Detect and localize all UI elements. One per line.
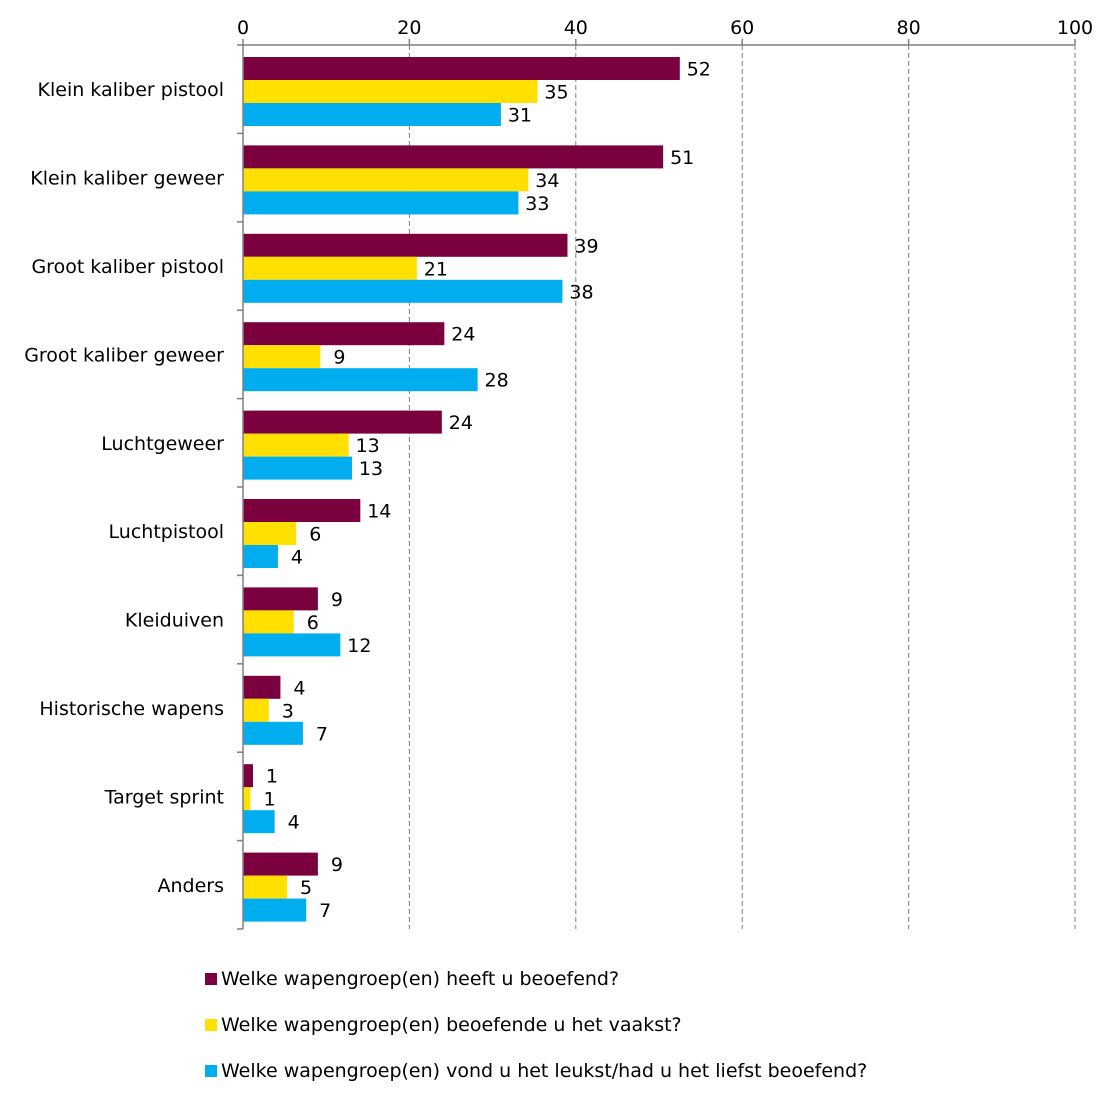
- bar-series-3: [243, 368, 478, 392]
- x-tick-label: 60: [730, 17, 754, 39]
- bar-series-2: [243, 168, 529, 192]
- bar-series-2: [243, 256, 417, 280]
- axes: [237, 39, 1076, 930]
- legend-item: Welke wapengroep(en) beoefende u het vaa…: [205, 1014, 867, 1036]
- x-tick-label: 0: [237, 17, 249, 39]
- data-label: 24: [451, 324, 475, 346]
- data-label: 39: [574, 235, 598, 257]
- bar-series-1: [243, 410, 442, 434]
- bar-series-2: [243, 522, 297, 545]
- category-label: Anders: [158, 875, 225, 897]
- legend-label-series-3: Welke wapengroep(en) vond u het leukst/h…: [221, 1060, 868, 1082]
- bar-series-2: [243, 875, 288, 899]
- x-tick-label: 40: [564, 17, 588, 39]
- category-label: Groot kaliber geweer: [24, 344, 224, 366]
- bar-series-1: [243, 499, 361, 522]
- category-label: Historische wapens: [39, 698, 224, 720]
- data-label: 5: [300, 877, 312, 899]
- bar-series-2: [243, 610, 294, 634]
- category-label: Target sprint: [104, 786, 224, 808]
- bar-series-2: [243, 433, 349, 457]
- bar-series-1: [243, 675, 281, 699]
- bar-chart: 0 20 40 60 80 100 Klein kaliber pistoolKlein …: [24, 17, 1093, 930]
- category-label: Luchtgeweer: [101, 433, 224, 455]
- bar-series-2: [243, 787, 251, 811]
- data-label: 1: [263, 789, 275, 811]
- data-label: 13: [356, 435, 380, 457]
- data-label: 9: [331, 589, 343, 611]
- data-label: 24: [449, 412, 473, 434]
- data-label: 9: [331, 854, 343, 876]
- bar-series-3: [243, 898, 307, 922]
- data-label: 7: [316, 723, 328, 745]
- legend-item: Welke wapengroep(en) vond u het leukst/h…: [205, 1060, 867, 1082]
- category-label: Klein kaliber geweer: [30, 168, 224, 190]
- data-label: 14: [367, 501, 391, 523]
- legend-item: Welke wapengroep(en) heeft u beoefend?: [205, 968, 867, 990]
- bar-series-2: [243, 698, 269, 722]
- legend-swatch-series-1: [205, 973, 217, 985]
- category-labels: Klein kaliber pistool Klein kaliber gewee…: [24, 79, 224, 897]
- bar-series-3: [243, 191, 519, 215]
- data-label: 6: [307, 612, 319, 634]
- gridlines: [408, 45, 1076, 929]
- data-label: 38: [569, 281, 593, 303]
- x-tick-label: 80: [897, 17, 921, 39]
- legend-swatch-series-2: [205, 1019, 217, 1031]
- data-label: 4: [291, 547, 303, 569]
- data-label: 9: [333, 347, 345, 369]
- bar-series-3: [243, 103, 501, 126]
- bar-series-3: [243, 456, 352, 480]
- bar-series-3: [243, 545, 278, 568]
- data-label: 13: [359, 458, 383, 480]
- data-label: 31: [508, 105, 532, 127]
- legend-label-series-1: Welke wapengroep(en) heeft u beoefend?: [221, 968, 620, 990]
- category-label: Klein kaliber pistool: [38, 79, 224, 101]
- bar-series-3: [243, 721, 303, 745]
- data-label: 21: [424, 258, 448, 280]
- data-label: 12: [347, 635, 371, 657]
- legend-label-series-2: Welke wapengroep(en) beoefende u het vaa…: [221, 1014, 682, 1036]
- bar-series-1: [243, 57, 680, 80]
- bar-series-2: [243, 80, 538, 103]
- data-label: 7: [319, 900, 331, 922]
- bar-series-1: [243, 587, 318, 611]
- data-label: 33: [525, 193, 549, 215]
- data-label: 6: [309, 524, 321, 546]
- bar-series-1: [243, 322, 445, 346]
- bar-series-3: [243, 279, 563, 303]
- bar-series-3: [243, 633, 341, 657]
- bar-series-1: [243, 764, 253, 788]
- data-label: 34: [535, 170, 559, 192]
- bar-series-1: [243, 145, 664, 169]
- data-label: 3: [282, 700, 294, 722]
- legend-swatch-series-3: [205, 1065, 217, 1077]
- bar-series-1: [243, 852, 318, 876]
- x-tick-labels: 0 20 40 60 80 100: [237, 17, 1093, 39]
- category-label: Groot kaliber pistool: [31, 256, 224, 278]
- x-tick-label: 100: [1057, 17, 1093, 39]
- data-label: 52: [687, 59, 711, 81]
- data-label: 51: [670, 147, 694, 169]
- bar-series-2: [243, 345, 321, 369]
- data-label: 28: [485, 370, 509, 392]
- x-tick-label: 20: [397, 17, 421, 39]
- data-label: 35: [544, 82, 568, 104]
- bar-groups: [243, 57, 680, 922]
- data-label: 1: [266, 766, 278, 788]
- category-label: Luchtpistool: [109, 521, 224, 543]
- data-labels: 5235315134333921382492824131314649612437…: [263, 59, 710, 923]
- legend: Welke wapengroep(en) heeft u beoefend? W…: [205, 968, 867, 1106]
- data-label: 4: [288, 812, 300, 834]
- bar-series-1: [243, 233, 568, 257]
- category-label: Kleiduiven: [125, 610, 224, 632]
- bar-series-3: [243, 810, 275, 834]
- data-label: 4: [293, 677, 305, 699]
